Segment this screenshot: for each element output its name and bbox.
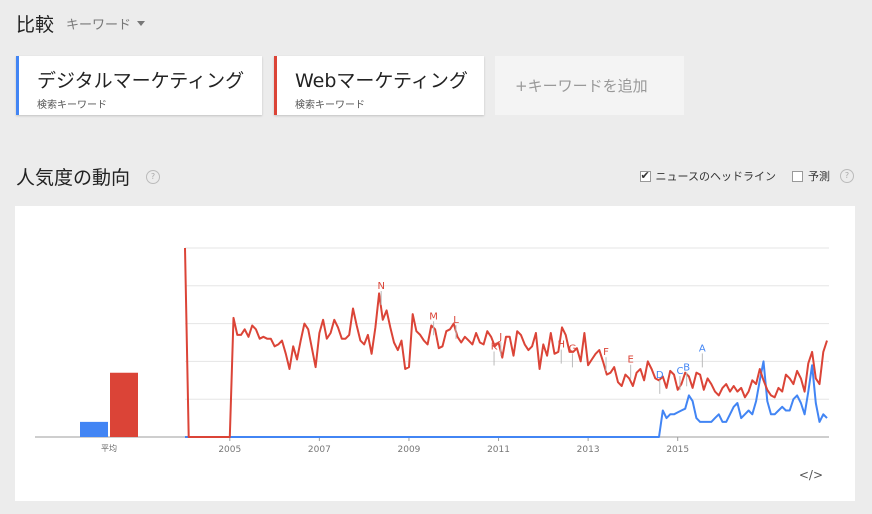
news-marker-label: K [491,342,498,353]
term-card-2[interactable]: Webマーケティング 検索キーワード [274,56,484,115]
page-title: 比較 [16,14,55,36]
news-marker-label: J [498,332,502,343]
series-line-web-marketing [184,247,828,438]
chevron-down-icon [137,21,146,26]
trend-chart: 平均 2005 2007 2009 2011 2013 2015 N M L KJ H G F E D C BA [35,247,829,455]
term-name: Webマーケティング [295,70,468,92]
embed-code-button[interactable]: </> [798,468,823,482]
term-name: デジタルマーケティング [37,70,245,92]
news-marker-label: A [699,343,706,354]
forecast-label: 予測 [808,170,830,183]
help-icon[interactable]: ? [840,169,854,183]
average-label: 平均 [101,443,117,453]
x-tick-label: 2007 [308,445,331,455]
news-headlines-label: ニュースのヘッドライン [655,170,776,183]
news-marker-label: B [683,362,690,373]
checkbox-icon[interactable] [792,170,803,182]
news-marker-label: E [628,355,634,366]
term-type: 検索キーワード [295,100,365,111]
trend-chart-panel: 平均 2005 2007 2009 2011 2013 2015 N M L K J H G F E D C B A … [15,206,855,501]
average-bar-digital-marketing [80,421,108,437]
trend-section-title: 人気度の動向 ? [16,163,161,190]
forecast-toggle[interactable]: 予測 [792,168,830,184]
news-marker-label: C [676,366,683,377]
average-bar-web-marketing [110,372,138,437]
news-marker-label: D [656,370,664,381]
series-line-digital-marketing [185,360,828,438]
x-tick-label: 2011 [487,445,510,455]
add-keyword-button[interactable]: +キーワードを追加 [495,56,684,115]
news-marker-label: G [569,343,577,354]
x-tick-label: 2005 [218,445,241,455]
chart-options: ニュースのヘッドライン 予測 ? [624,168,854,184]
x-tick-label: 2009 [398,445,421,455]
checkbox-checked-icon[interactable] [639,169,651,182]
news-headlines-toggle[interactable]: ニュースのヘッドライン [639,168,776,184]
news-marker-label: F [603,347,609,358]
news-marker-label: H [557,340,565,351]
keyword-dropdown[interactable]: キーワード [66,14,146,33]
x-tick-label: 2013 [577,445,600,455]
news-marker-label: N [377,281,384,292]
term-card-1[interactable]: デジタルマーケティング 検索キーワード [16,56,262,115]
news-marker-label: M [429,311,438,322]
keyword-dropdown-label: キーワード [66,18,132,33]
news-marker-label: L [453,315,459,326]
term-type: 検索キーワード [37,100,107,111]
trend-title-label: 人気度の動向 [16,167,131,189]
help-icon[interactable]: ? [146,169,161,184]
header: 比較 キーワード [16,10,146,37]
x-tick-label: 2015 [666,445,689,455]
